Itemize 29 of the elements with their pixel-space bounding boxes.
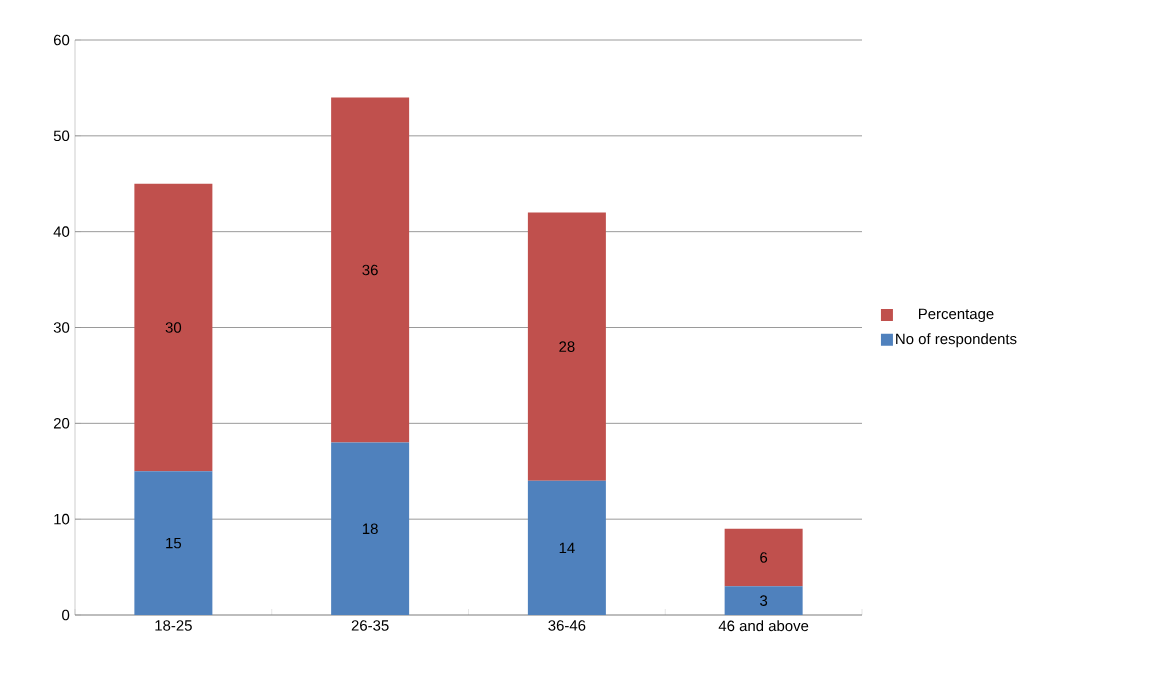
bar	[724, 528, 803, 587]
legend-label: Percentage	[918, 308, 994, 323]
bar	[724, 586, 803, 615]
data-label: 36	[362, 264, 378, 276]
data-label: 28	[559, 341, 575, 352]
data-label: 18	[362, 523, 378, 535]
bar	[527, 480, 606, 615]
data-label: 6	[760, 552, 768, 563]
data-label: 3	[760, 595, 768, 606]
y-tick-label: 60	[53, 34, 70, 46]
y-tick-label: 10	[54, 513, 70, 525]
data-label: 14	[559, 542, 575, 554]
bar	[331, 442, 410, 615]
y-tick-label: 0	[62, 609, 70, 621]
y-tick-label: 50	[53, 130, 70, 142]
bar	[331, 97, 410, 443]
legend-label: No of respondents	[896, 333, 1017, 348]
x-tick-label: 36-46	[548, 620, 586, 631]
data-label: 30	[165, 322, 182, 333]
y-tick-label: 20	[53, 418, 70, 429]
data-label: 15	[166, 537, 182, 549]
bar	[527, 212, 606, 481]
y-tick-label: 30	[53, 322, 70, 333]
x-tick-label: 26-35	[351, 620, 389, 631]
bar	[134, 471, 213, 615]
x-tick-label: 18-25	[155, 620, 192, 631]
y-tick-label: 40	[53, 226, 70, 237]
bar	[134, 183, 213, 472]
x-tick-label: 46 and above	[718, 620, 809, 632]
